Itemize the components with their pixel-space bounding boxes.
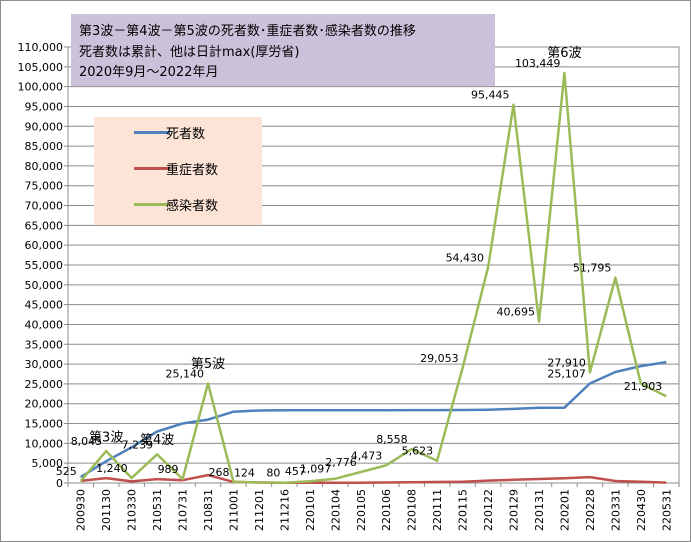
x-tick-label: 211201	[253, 489, 266, 531]
y-tick-label: 35,000	[25, 338, 64, 351]
data-label: 8,558	[376, 433, 408, 446]
wave-annotation: 第5波	[191, 357, 225, 372]
y-tick-label: 30,000	[25, 358, 64, 371]
y-tick-label: 75,000	[25, 180, 64, 193]
y-tick-label: 110,000	[18, 41, 64, 54]
x-tick-label: 201130	[100, 489, 113, 531]
data-label: 1,097	[300, 463, 332, 476]
y-tick-label: 70,000	[25, 200, 64, 213]
x-tick-label: 211216	[278, 489, 291, 531]
x-tick-label: 220115	[457, 489, 470, 531]
x-tick-label: 220228	[584, 489, 597, 531]
x-tick-label: 220104	[329, 489, 342, 531]
x-tick-label: 220531	[660, 489, 673, 531]
x-tick-label: 220201	[558, 489, 571, 531]
legend: 死者数 重症者数 感染者数	[94, 117, 262, 225]
x-tick-label: 220331	[609, 489, 622, 531]
data-label: 51,795	[573, 262, 612, 275]
data-label: 124	[234, 467, 255, 480]
legend-label-severe: 重症者数	[166, 163, 219, 178]
y-tick-label: 25,000	[25, 378, 64, 391]
x-tick-label: 220122	[482, 489, 495, 531]
wave-annotation: 第3波	[89, 430, 123, 445]
data-label: 1,240	[96, 462, 128, 475]
data-label: 54,430	[446, 251, 485, 264]
wave-annotation: 第6波	[547, 46, 581, 61]
x-tick-label: 220105	[355, 489, 368, 531]
chart-title: 第3波－第4波－第5波の死者数･重症者数･感染者数の推移	[79, 24, 416, 39]
data-label: 25,140	[166, 367, 205, 380]
data-label: 95,445	[471, 89, 510, 102]
y-tick-label: 60,000	[25, 239, 64, 252]
legend-label-deaths: 死者数	[166, 127, 206, 142]
x-tick-label: 220430	[635, 489, 648, 531]
chart-subtitle: 死者数は累計、他は日計max(厚労省)	[79, 45, 300, 60]
y-tick-label: 65,000	[25, 219, 64, 232]
y-tick-label: 20,000	[25, 398, 64, 411]
y-tick-label: 95,000	[25, 100, 64, 113]
y-tick-label: 90,000	[25, 120, 64, 133]
x-tick-label: 210330	[126, 489, 139, 531]
data-label: 8,045	[71, 435, 103, 448]
wave-annotation: 第4波	[140, 433, 174, 448]
y-tick-label: 85,000	[25, 140, 64, 153]
y-tick-label: 100,000	[18, 81, 64, 94]
data-label: 80	[266, 467, 280, 480]
y-tick-label: 15,000	[25, 418, 64, 431]
x-tick-label: 220129	[508, 489, 521, 531]
data-label: 27,910	[547, 356, 586, 369]
data-label: 2,776	[325, 456, 357, 469]
x-tick-label: 220101	[304, 489, 317, 531]
legend-swatch-deaths	[134, 131, 170, 134]
legend-swatch-severe	[134, 167, 170, 170]
y-tick-label: 105,000	[18, 61, 64, 74]
data-label: 525	[56, 465, 77, 478]
data-label: 989	[158, 463, 179, 476]
x-tick-label: 220106	[380, 489, 393, 531]
data-label: 29,053	[420, 352, 459, 365]
data-label: 103,449	[515, 57, 561, 70]
data-label: 4,473	[351, 449, 383, 462]
x-tick-label: 211001	[227, 489, 240, 531]
series-line	[80, 473, 667, 485]
data-label: 7,239	[122, 438, 154, 451]
y-tick-label: 80,000	[25, 160, 64, 173]
legend-label-cases: 感染者数	[166, 199, 219, 214]
y-tick-label: 40,000	[25, 318, 64, 331]
data-label: 5,623	[402, 445, 434, 458]
y-tick-label: 55,000	[25, 259, 64, 272]
y-tick-label: 0	[56, 477, 63, 490]
data-label: 457	[285, 465, 306, 478]
series-line	[80, 360, 667, 479]
chart-title-box: 第3波－第4波－第5波の死者数･重症者数･感染者数の推移 死者数は累計、他は日計…	[71, 14, 495, 86]
x-tick-label: 200930	[75, 489, 88, 531]
y-tick-label: 5,000	[32, 457, 64, 470]
data-label: 25,107	[547, 367, 586, 380]
x-tick-label: 210531	[151, 489, 164, 531]
series-line	[79, 71, 667, 484]
x-tick-label: 210731	[177, 489, 190, 531]
data-label: 268	[208, 466, 229, 479]
x-tick-label: 220108	[406, 489, 419, 531]
legend-swatch-cases	[134, 203, 170, 206]
y-tick-label: 50,000	[25, 279, 64, 292]
y-tick-label: 10,000	[25, 437, 64, 450]
x-tick-label: 220111	[431, 489, 444, 531]
data-label: 21,903	[624, 380, 663, 393]
chart-period: 2020年9月～2022年月	[79, 65, 219, 80]
x-tick-label: 210831	[202, 489, 215, 531]
data-label: 40,695	[496, 306, 535, 319]
x-tick-label: 220131	[533, 489, 546, 531]
y-tick-label: 45,000	[25, 299, 64, 312]
